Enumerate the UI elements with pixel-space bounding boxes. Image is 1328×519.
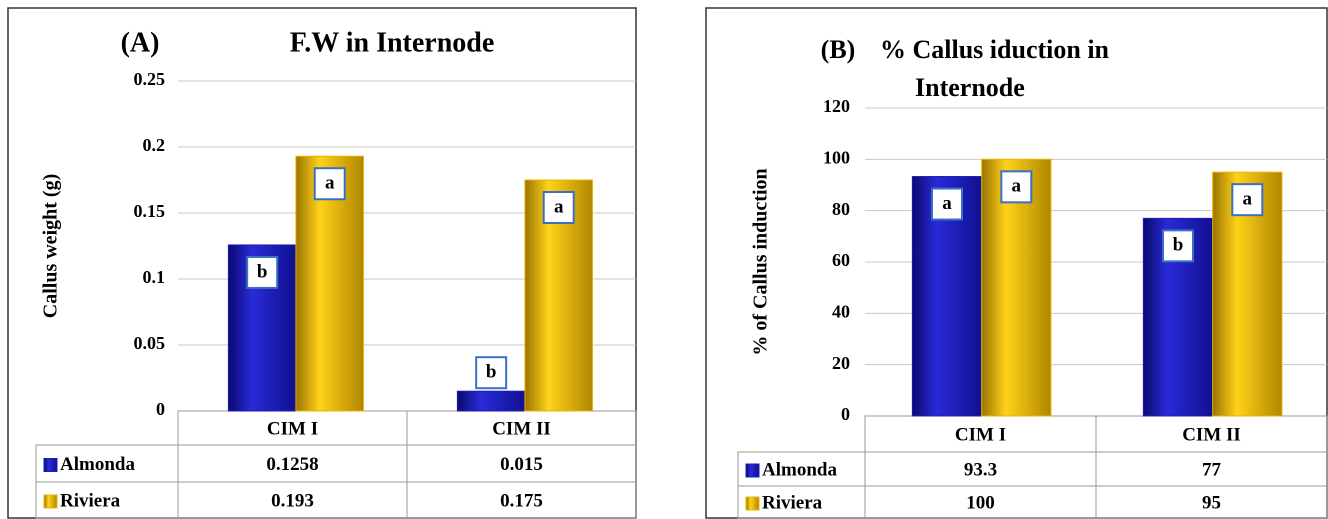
significance-letter: b xyxy=(257,261,268,282)
letter-box xyxy=(475,356,508,390)
letter-box xyxy=(246,255,279,289)
table-cell xyxy=(406,481,637,519)
y-tick-label: 120 xyxy=(823,96,850,116)
y-tick-label: 0.2 xyxy=(143,135,166,155)
chart-title: Internode xyxy=(915,73,1025,102)
letter-box xyxy=(313,167,346,201)
legend-label: Riviera xyxy=(60,490,121,511)
table-value: 95 xyxy=(1202,492,1221,513)
y-tick-label: 60 xyxy=(832,250,850,270)
bar xyxy=(456,390,526,412)
significance-letter: a xyxy=(942,193,952,214)
table-value: 93.3 xyxy=(964,459,997,480)
category-label: CIM II xyxy=(1182,424,1241,445)
legend-label: Riviera xyxy=(762,492,823,513)
table-cell xyxy=(1095,485,1328,519)
y-tick-label: 0.1 xyxy=(143,267,166,287)
significance-letter: b xyxy=(1173,235,1184,256)
letter-box xyxy=(1162,229,1195,263)
letter-box xyxy=(1000,170,1033,204)
y-tick-label: 0.15 xyxy=(134,201,166,221)
table-value: 0.175 xyxy=(500,490,543,511)
legend-swatch xyxy=(43,494,58,509)
legend-label: Almonda xyxy=(762,459,837,480)
panel-label: (A) xyxy=(121,27,160,58)
y-axis-label: Callus weight (g) xyxy=(40,174,62,318)
chart-title: % Callus iduction in xyxy=(880,35,1110,64)
y-tick-label: 100 xyxy=(823,147,850,167)
legend-swatch xyxy=(745,463,760,478)
letter-box xyxy=(542,191,575,224)
y-tick-label: 0 xyxy=(841,404,850,424)
letter-box xyxy=(931,187,964,221)
y-tick-label: 0.05 xyxy=(134,333,166,353)
table-value: 0.193 xyxy=(271,490,314,511)
y-tick-label: 0 xyxy=(156,399,165,419)
significance-letter: a xyxy=(554,196,564,217)
panel-label: (B) xyxy=(821,35,856,64)
letter-box xyxy=(1231,183,1264,217)
legend-swatch xyxy=(745,496,760,511)
table-value: 0.1258 xyxy=(266,454,318,475)
y-tick-label: 40 xyxy=(832,301,850,321)
table-value: 100 xyxy=(966,492,995,513)
y-tick-label: 80 xyxy=(832,199,850,219)
category-label: CIM II xyxy=(492,418,551,439)
table-value: 0.015 xyxy=(500,454,543,475)
legend-swatch xyxy=(43,458,58,472)
significance-letter: a xyxy=(1243,189,1253,210)
category-label: CIM I xyxy=(955,424,1006,445)
category-label: CIM I xyxy=(267,418,318,439)
chart-title: F.W in Internode xyxy=(290,27,495,58)
y-tick-label: 20 xyxy=(832,353,850,373)
y-tick-label: 0.25 xyxy=(134,69,166,89)
significance-letter: a xyxy=(1012,176,1022,197)
significance-letter: a xyxy=(325,173,335,194)
legend-label: Almonda xyxy=(60,454,135,475)
table-value: 77 xyxy=(1202,459,1222,480)
y-axis-label: % of Callus induction xyxy=(750,168,772,355)
significance-letter: b xyxy=(486,362,497,383)
